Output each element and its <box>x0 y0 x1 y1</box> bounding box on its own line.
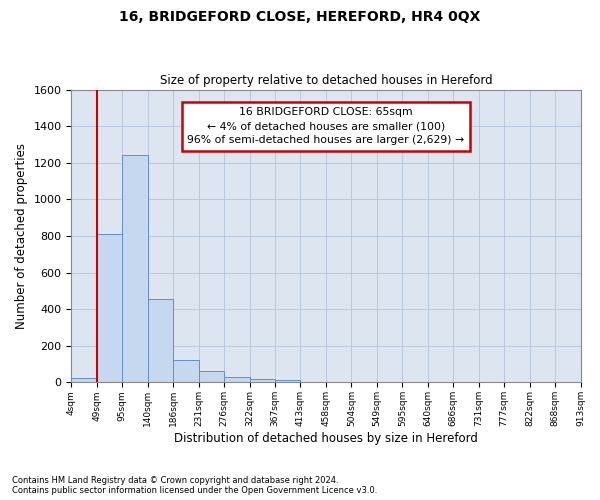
Text: 16 BRIDGEFORD CLOSE: 65sqm
← 4% of detached houses are smaller (100)
96% of semi: 16 BRIDGEFORD CLOSE: 65sqm ← 4% of detac… <box>187 107 464 145</box>
Bar <box>122 156 148 382</box>
Bar <box>148 299 173 382</box>
Bar <box>97 234 122 382</box>
Text: Contains HM Land Registry data © Crown copyright and database right 2024.
Contai: Contains HM Land Registry data © Crown c… <box>12 476 377 495</box>
Bar <box>224 378 250 382</box>
Bar <box>173 360 199 382</box>
Y-axis label: Number of detached properties: Number of detached properties <box>15 143 28 329</box>
Bar <box>250 379 275 382</box>
X-axis label: Distribution of detached houses by size in Hereford: Distribution of detached houses by size … <box>174 432 478 445</box>
Bar <box>275 380 301 382</box>
Bar <box>71 378 97 382</box>
Text: 16, BRIDGEFORD CLOSE, HEREFORD, HR4 0QX: 16, BRIDGEFORD CLOSE, HEREFORD, HR4 0QX <box>119 10 481 24</box>
Bar <box>199 372 224 382</box>
Title: Size of property relative to detached houses in Hereford: Size of property relative to detached ho… <box>160 74 492 87</box>
